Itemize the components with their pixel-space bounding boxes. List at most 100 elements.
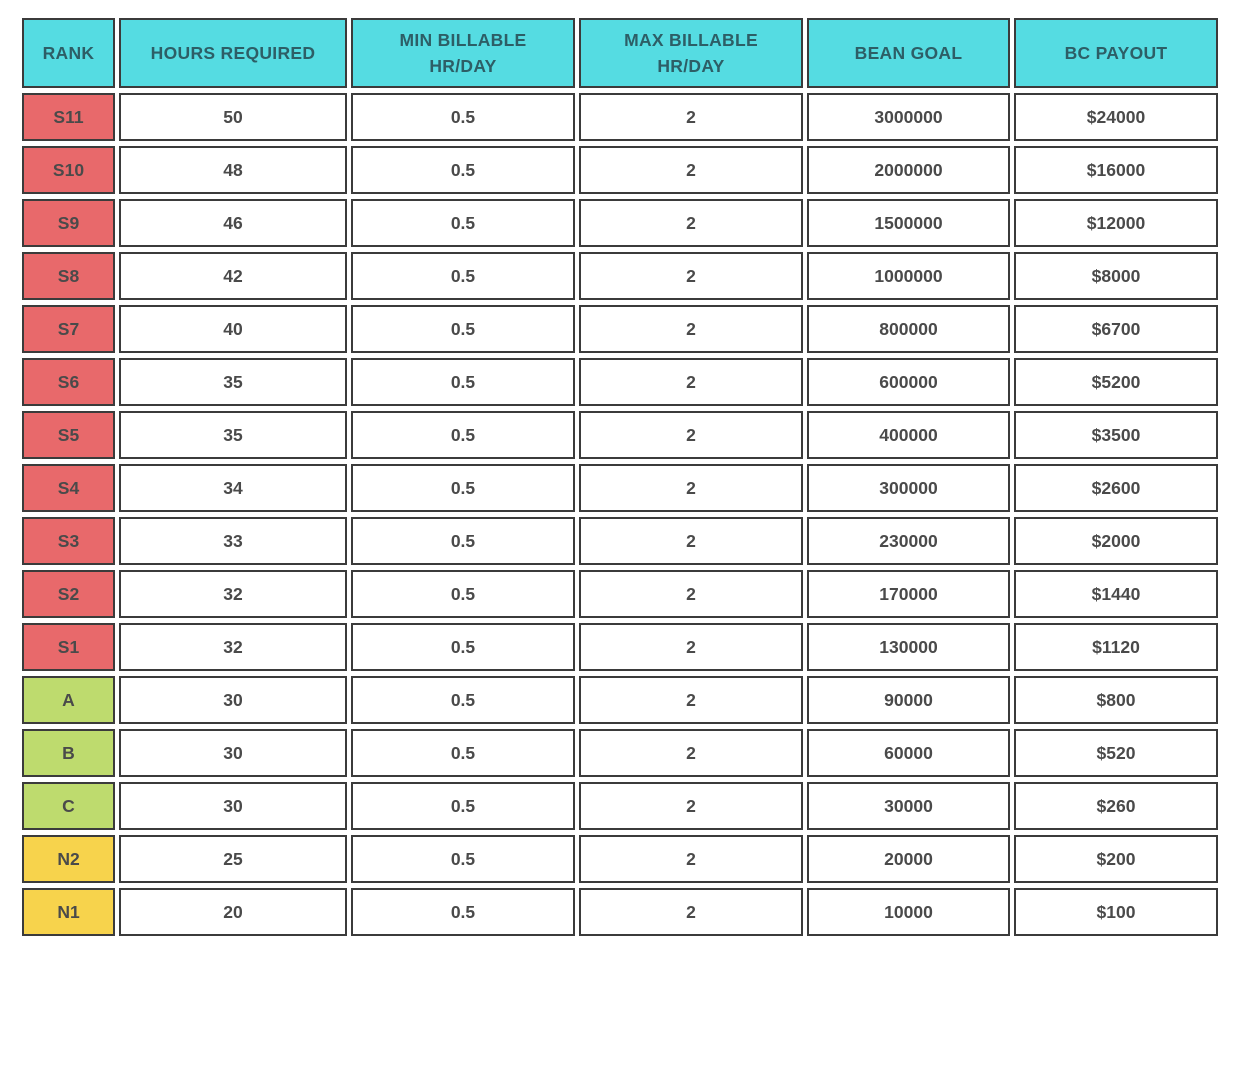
- min-billable-cell: 0.5: [351, 199, 575, 247]
- bc-payout-cell: $8000: [1014, 252, 1218, 300]
- rank-cell: B: [22, 729, 115, 777]
- max-billable-cell: 2: [579, 623, 803, 671]
- max-billable-cell: 2: [579, 570, 803, 618]
- bean-goal-cell: 230000: [807, 517, 1010, 565]
- rank-cell: S9: [22, 199, 115, 247]
- max-billable-cell: 2: [579, 517, 803, 565]
- table-row: S3 33 0.5 2 230000 $2000: [22, 517, 1218, 565]
- max-billable-cell: 2: [579, 252, 803, 300]
- min-billable-cell: 0.5: [351, 570, 575, 618]
- min-billable-cell: 0.5: [351, 729, 575, 777]
- rank-cell: S10: [22, 146, 115, 194]
- min-billable-cell: 0.5: [351, 93, 575, 141]
- bean-goal-cell: 30000: [807, 782, 1010, 830]
- min-billable-cell: 0.5: [351, 517, 575, 565]
- rank-cell: S1: [22, 623, 115, 671]
- table-row: C 30 0.5 2 30000 $260: [22, 782, 1218, 830]
- min-billable-cell: 0.5: [351, 782, 575, 830]
- table-row: S6 35 0.5 2 600000 $5200: [22, 358, 1218, 406]
- bean-goal-cell: 3000000: [807, 93, 1010, 141]
- bc-payout-cell: $1440: [1014, 570, 1218, 618]
- rank-cell: S3: [22, 517, 115, 565]
- hours-required-cell: 46: [119, 199, 347, 247]
- max-billable-cell: 2: [579, 676, 803, 724]
- max-billable-cell: 2: [579, 729, 803, 777]
- min-billable-cell: 0.5: [351, 411, 575, 459]
- rank-cell: S11: [22, 93, 115, 141]
- table-row: S7 40 0.5 2 800000 $6700: [22, 305, 1218, 353]
- rank-cell: S8: [22, 252, 115, 300]
- max-billable-cell: 2: [579, 93, 803, 141]
- bc-payout-cell: $100: [1014, 888, 1218, 936]
- max-billable-cell: 2: [579, 305, 803, 353]
- bean-goal-cell: 1000000: [807, 252, 1010, 300]
- bean-goal-cell: 130000: [807, 623, 1010, 671]
- hours-required-cell: 30: [119, 782, 347, 830]
- bean-goal-cell: 600000: [807, 358, 1010, 406]
- hours-required-cell: 42: [119, 252, 347, 300]
- bc-payout-cell: $3500: [1014, 411, 1218, 459]
- table-row: S5 35 0.5 2 400000 $3500: [22, 411, 1218, 459]
- bean-goal-cell: 800000: [807, 305, 1010, 353]
- bean-goal-cell: 1500000: [807, 199, 1010, 247]
- column-header: MAX BILLABLE HR/DAY: [579, 18, 803, 88]
- hours-required-cell: 32: [119, 623, 347, 671]
- rank-cell: S4: [22, 464, 115, 512]
- bc-payout-cell: $1120: [1014, 623, 1218, 671]
- bc-payout-cell: $16000: [1014, 146, 1218, 194]
- rank-cell: S6: [22, 358, 115, 406]
- hours-required-cell: 33: [119, 517, 347, 565]
- table-body: S11 50 0.5 2 3000000 $24000 S10 48 0.5 2…: [22, 93, 1218, 936]
- max-billable-cell: 2: [579, 358, 803, 406]
- table-row: A 30 0.5 2 90000 $800: [22, 676, 1218, 724]
- table-row: S8 42 0.5 2 1000000 $8000: [22, 252, 1218, 300]
- max-billable-cell: 2: [579, 146, 803, 194]
- bc-payout-cell: $800: [1014, 676, 1218, 724]
- bean-goal-cell: 400000: [807, 411, 1010, 459]
- hours-required-cell: 30: [119, 729, 347, 777]
- rank-cell: N2: [22, 835, 115, 883]
- hours-required-cell: 30: [119, 676, 347, 724]
- max-billable-cell: 2: [579, 464, 803, 512]
- min-billable-cell: 0.5: [351, 623, 575, 671]
- hours-required-cell: 34: [119, 464, 347, 512]
- min-billable-cell: 0.5: [351, 146, 575, 194]
- hours-required-cell: 50: [119, 93, 347, 141]
- hours-required-cell: 20: [119, 888, 347, 936]
- min-billable-cell: 0.5: [351, 888, 575, 936]
- hours-required-cell: 25: [119, 835, 347, 883]
- bc-payout-cell: $6700: [1014, 305, 1218, 353]
- column-header: RANK: [22, 18, 115, 88]
- table-row: N2 25 0.5 2 20000 $200: [22, 835, 1218, 883]
- hours-required-cell: 32: [119, 570, 347, 618]
- column-header: MIN BILLABLE HR/DAY: [351, 18, 575, 88]
- min-billable-cell: 0.5: [351, 676, 575, 724]
- table-row: S4 34 0.5 2 300000 $2600: [22, 464, 1218, 512]
- max-billable-cell: 2: [579, 411, 803, 459]
- rank-cell: A: [22, 676, 115, 724]
- rank-cell: N1: [22, 888, 115, 936]
- bean-goal-cell: 10000: [807, 888, 1010, 936]
- column-header: BEAN GOAL: [807, 18, 1010, 88]
- hours-required-cell: 40: [119, 305, 347, 353]
- min-billable-cell: 0.5: [351, 305, 575, 353]
- bc-payout-cell: $2000: [1014, 517, 1218, 565]
- hours-required-cell: 48: [119, 146, 347, 194]
- table-row: S10 48 0.5 2 2000000 $16000: [22, 146, 1218, 194]
- max-billable-cell: 2: [579, 835, 803, 883]
- rank-cell: S5: [22, 411, 115, 459]
- rank-cell: S2: [22, 570, 115, 618]
- min-billable-cell: 0.5: [351, 835, 575, 883]
- bean-goal-cell: 90000: [807, 676, 1010, 724]
- column-header: HOURS REQUIRED: [119, 18, 347, 88]
- column-header: BC PAYOUT: [1014, 18, 1218, 88]
- rank-cell: S7: [22, 305, 115, 353]
- table-row: S1 32 0.5 2 130000 $1120: [22, 623, 1218, 671]
- min-billable-cell: 0.5: [351, 252, 575, 300]
- header-row: RANK HOURS REQUIRED MIN BILLABLE HR/DAY MAX…: [22, 18, 1218, 88]
- bc-payout-cell: $12000: [1014, 199, 1218, 247]
- table-row: B 30 0.5 2 60000 $520: [22, 729, 1218, 777]
- bc-payout-cell: $24000: [1014, 93, 1218, 141]
- table-row: N1 20 0.5 2 10000 $100: [22, 888, 1218, 936]
- max-billable-cell: 2: [579, 782, 803, 830]
